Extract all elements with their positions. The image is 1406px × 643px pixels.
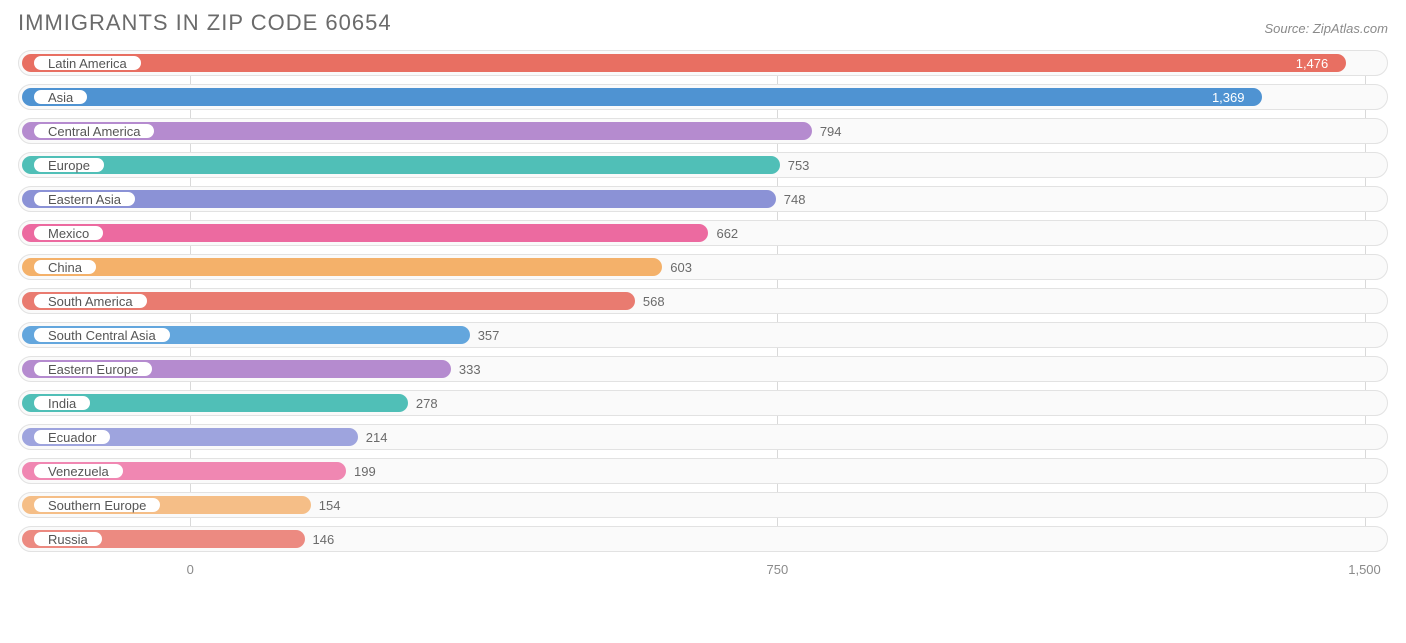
bar-row: Europe 753 <box>18 152 1388 178</box>
value-label: 603 <box>670 254 692 280</box>
bar-fill <box>22 156 780 174</box>
category-pill: South Central Asia <box>32 326 172 344</box>
bar-row: Eastern Europe 333 <box>18 356 1388 382</box>
value-label: 1,369 <box>1212 84 1245 110</box>
value-label: 154 <box>319 492 341 518</box>
category-pill: Russia <box>32 530 104 548</box>
bar-fill <box>22 88 1262 106</box>
value-label: 1,476 <box>1296 50 1329 76</box>
category-pill: South America <box>32 292 149 310</box>
bar-row: Eastern Asia 748 <box>18 186 1388 212</box>
x-tick-label: 1,500 <box>1348 562 1381 577</box>
category-pill: Europe <box>32 156 106 174</box>
bar-row: India 278 <box>18 390 1388 416</box>
bar-fill <box>22 54 1346 72</box>
bar-row: South America 568 <box>18 288 1388 314</box>
bar-row: Central America 794 <box>18 118 1388 144</box>
value-label: 333 <box>459 356 481 382</box>
chart-header: IMMIGRANTS IN ZIP CODE 60654 Source: Zip… <box>18 10 1388 36</box>
category-pill: China <box>32 258 98 276</box>
x-tick-label: 750 <box>767 562 789 577</box>
value-label: 568 <box>643 288 665 314</box>
category-pill: Latin America <box>32 54 143 72</box>
value-label: 278 <box>416 390 438 416</box>
category-pill: Mexico <box>32 224 105 242</box>
category-pill: Venezuela <box>32 462 125 480</box>
value-label: 357 <box>478 322 500 348</box>
category-pill: Eastern Asia <box>32 190 137 208</box>
bar-row: Russia 146 <box>18 526 1388 552</box>
value-label: 199 <box>354 458 376 484</box>
bar-fill <box>22 224 708 242</box>
source-name: ZipAtlas.com <box>1313 21 1388 36</box>
x-tick-label: 0 <box>187 562 194 577</box>
value-label: 794 <box>820 118 842 144</box>
source-prefix: Source: <box>1264 21 1312 36</box>
bar-row: Mexico 662 <box>18 220 1388 246</box>
category-pill: India <box>32 394 92 412</box>
chart-title: IMMIGRANTS IN ZIP CODE 60654 <box>18 10 392 36</box>
category-pill: Southern Europe <box>32 496 162 514</box>
bar-row: Latin America 1,476 <box>18 50 1388 76</box>
bar-row: China 603 <box>18 254 1388 280</box>
chart-source: Source: ZipAtlas.com <box>1264 21 1388 36</box>
chart-area: Latin America 1,476 Asia 1,369 Central Ameri… <box>18 50 1388 582</box>
value-label: 214 <box>366 424 388 450</box>
category-pill: Ecuador <box>32 428 112 446</box>
bar-row: Asia 1,369 <box>18 84 1388 110</box>
value-label: 662 <box>716 220 738 246</box>
bar-row: South Central Asia 357 <box>18 322 1388 348</box>
bar-row: Southern Europe 154 <box>18 492 1388 518</box>
bar-row: Venezuela 199 <box>18 458 1388 484</box>
category-pill: Eastern Europe <box>32 360 154 378</box>
bar-row: Ecuador 214 <box>18 424 1388 450</box>
bar-fill <box>22 258 662 276</box>
category-pill: Central America <box>32 122 156 140</box>
x-axis: 0 750 1,500 <box>18 560 1388 582</box>
value-label: 748 <box>784 186 806 212</box>
category-pill: Asia <box>32 88 89 106</box>
value-label: 146 <box>313 526 335 552</box>
chart-rows: Latin America 1,476 Asia 1,369 Central Ameri… <box>18 50 1388 552</box>
value-label: 753 <box>788 152 810 178</box>
